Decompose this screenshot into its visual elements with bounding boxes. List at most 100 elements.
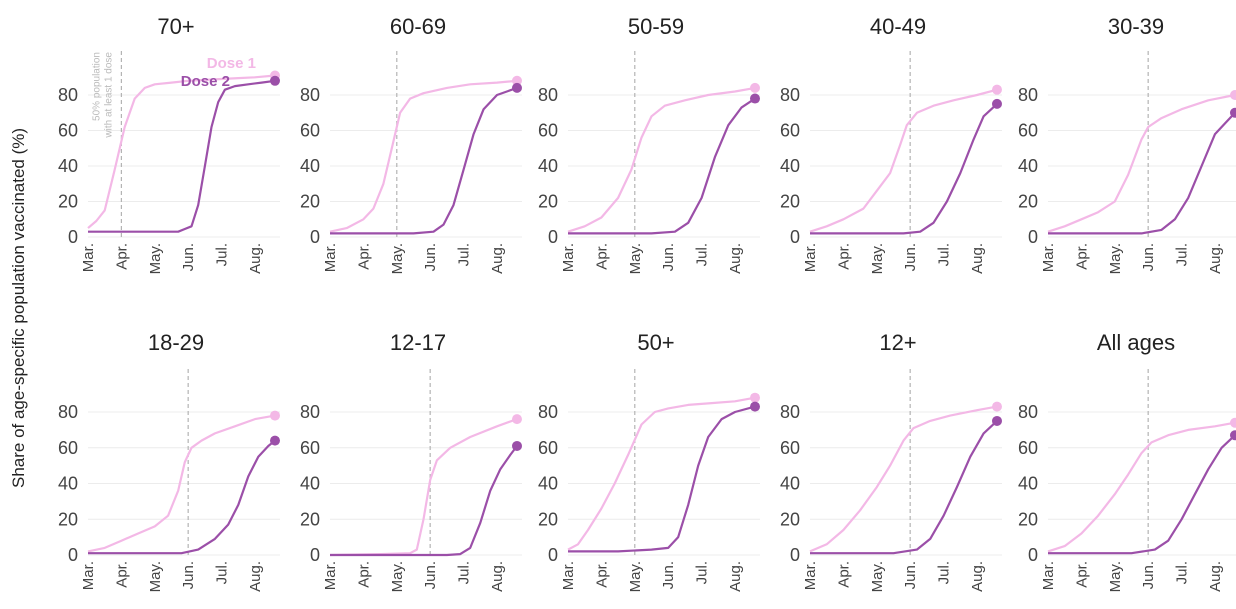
- panel-1: 0 20 40 60 80 Mar. Apr. May. Jun. Jul. Aug. 70+ Dose…: [58, 14, 280, 274]
- x-tick-label: Aug.: [489, 561, 506, 592]
- dose1-line: [809, 88, 998, 233]
- x-tick-label: Apr.: [593, 243, 610, 270]
- y-tick-label: 20: [58, 509, 78, 529]
- y-tick-label: 80: [300, 85, 320, 105]
- y-tick-label: 80: [58, 85, 78, 105]
- x-tick-label: Jul.: [936, 243, 953, 266]
- dose2-end-point: [991, 415, 1002, 426]
- y-tick-label: 60: [538, 438, 558, 458]
- x-tick-label: Aug.: [1207, 243, 1224, 274]
- y-tick-label: 0: [548, 545, 558, 565]
- y-tick-label: 20: [1018, 192, 1038, 212]
- panel-title: 12+: [879, 330, 916, 355]
- x-tick-label: May.: [627, 561, 644, 592]
- x-tick-label: Jun.: [180, 561, 197, 589]
- x-tick-label: May.: [389, 243, 406, 274]
- y-tick-label: 80: [1018, 402, 1038, 422]
- dose2-line: [330, 86, 518, 235]
- y-tick-label: 20: [538, 509, 558, 529]
- y-tick-label: 0: [68, 545, 78, 565]
- dose2-end-point: [269, 75, 280, 86]
- panel-title: 60-69: [390, 14, 446, 39]
- x-tick-label: Jun.: [1140, 561, 1157, 589]
- dose1-end-point: [511, 75, 522, 86]
- x-tick-label: May.: [147, 243, 164, 274]
- x-tick-label: Jun.: [660, 561, 677, 589]
- dose2-line: [330, 445, 518, 557]
- x-tick-label: Jun.: [660, 243, 677, 271]
- panel-title: 50-59: [628, 14, 684, 39]
- panel-title: 40-49: [870, 14, 926, 39]
- y-tick-label: 40: [538, 474, 558, 494]
- panel-title: 12-17: [390, 330, 446, 355]
- y-tick-label: 80: [780, 85, 800, 105]
- x-tick-label: Mar.: [80, 243, 97, 272]
- x-tick-label: Aug.: [969, 243, 986, 274]
- y-tick-label: 40: [780, 156, 800, 176]
- x-tick-label: May.: [869, 243, 886, 274]
- y-tick-label: 40: [1018, 156, 1038, 176]
- x-tick-label: Apr.: [835, 561, 852, 588]
- y-axis-label: Share of age-specific population vaccina…: [9, 128, 28, 488]
- y-tick-label: 40: [300, 156, 320, 176]
- x-tick-label: Jun.: [902, 243, 919, 271]
- y-tick-label: 0: [310, 545, 320, 565]
- dose2-line: [1048, 434, 1236, 555]
- dose2-end-point: [749, 401, 760, 412]
- dose1-end-point: [1229, 90, 1236, 100]
- dose1-line: [1047, 93, 1236, 233]
- dose2-end-point: [991, 98, 1002, 109]
- x-tick-label: Aug.: [247, 561, 264, 592]
- x-tick-label: Aug.: [727, 561, 744, 592]
- y-tick-label: 60: [1018, 121, 1038, 141]
- dose2-end-point: [511, 440, 522, 451]
- dose1-end-point: [269, 410, 280, 421]
- y-tick-label: 0: [1028, 545, 1038, 565]
- x-tick-label: Jul.: [214, 243, 231, 266]
- x-tick-label: Mar.: [322, 243, 339, 272]
- y-tick-label: 80: [58, 402, 78, 422]
- y-tick-label: 40: [538, 156, 558, 176]
- y-tick-label: 20: [780, 509, 800, 529]
- dose1-end-point: [1229, 417, 1236, 428]
- panel-10: 0 20 40 60 80 Mar. Apr. May. Jun. Jul. Aug. All age…: [1018, 330, 1236, 592]
- y-tick-label: 20: [538, 192, 558, 212]
- y-tick-label: 0: [310, 227, 320, 247]
- panel-title: 18-29: [148, 330, 204, 355]
- y-tick-label: 80: [300, 402, 320, 422]
- dose1-line: [567, 396, 756, 551]
- y-tick-label: 80: [780, 402, 800, 422]
- dose2-end-point: [269, 435, 280, 446]
- dose1-end-point: [991, 401, 1002, 412]
- annotation-line: 50% population: [91, 52, 102, 121]
- dose2-end-point: [511, 82, 522, 93]
- y-tick-label: 0: [1028, 227, 1038, 247]
- dose1-line: [1047, 421, 1236, 553]
- panel-5: 0 20 40 60 80 Mar. Apr. May. Jun. Jul. Aug. 30-39: [1018, 14, 1236, 274]
- annotation-line: with at least 1 dose: [103, 52, 114, 139]
- x-tick-label: Jul.: [456, 561, 473, 584]
- x-tick-label: Mar.: [1040, 243, 1057, 272]
- y-tick-label: 40: [1018, 474, 1038, 494]
- x-tick-label: Aug.: [247, 243, 264, 274]
- x-tick-label: Apr.: [355, 561, 372, 588]
- x-tick-label: Aug.: [727, 243, 744, 274]
- x-tick-label: Mar.: [560, 561, 577, 590]
- y-tick-label: 40: [58, 474, 78, 494]
- y-tick-label: 80: [1018, 85, 1038, 105]
- dose2-line: [88, 439, 276, 555]
- dose2-line: [810, 103, 998, 235]
- panel-title: 50+: [637, 330, 674, 355]
- dose2-line: [88, 79, 276, 233]
- x-tick-label: Aug.: [1207, 561, 1224, 592]
- legend-dose2: Dose 2: [181, 73, 230, 90]
- x-tick-label: Mar.: [1040, 561, 1057, 590]
- y-tick-label: 40: [300, 474, 320, 494]
- y-tick-label: 60: [1018, 438, 1038, 458]
- y-tick-label: 80: [538, 85, 558, 105]
- x-tick-label: Mar.: [80, 561, 97, 590]
- x-tick-label: Apr.: [593, 561, 610, 588]
- dose1-end-point: [749, 82, 760, 93]
- x-tick-label: Apr.: [113, 561, 130, 588]
